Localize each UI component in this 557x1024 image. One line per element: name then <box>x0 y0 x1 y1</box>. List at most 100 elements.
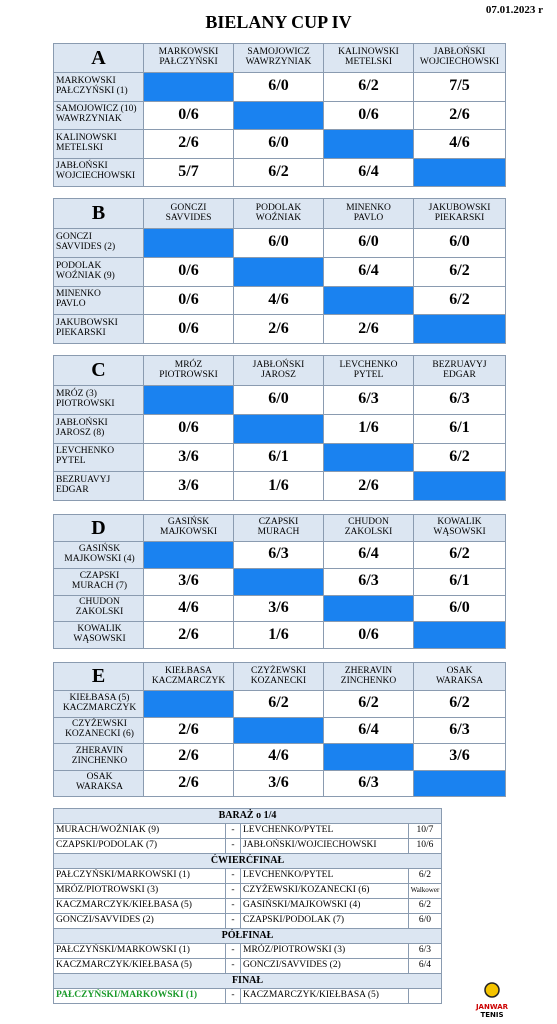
score-cell: 6/3 <box>323 769 414 797</box>
score-cell: 4/6 <box>143 594 234 623</box>
header-line: KOZANECKI <box>250 675 307 686</box>
team-right: GONCZI/SAVVIDES (2) <box>240 958 409 974</box>
score-cell: 0/6 <box>323 621 414 649</box>
score-cell: 6/4 <box>323 157 414 187</box>
header-line: JAROSZ <box>261 369 296 380</box>
score: 2/6 <box>268 319 289 337</box>
row-name: JABŁOŃSKI WOJCIECHOWSKI <box>53 157 144 187</box>
dash-text: - <box>231 840 235 851</box>
score: 6/2 <box>449 262 470 280</box>
header-line: MINENKO <box>346 202 391 213</box>
match-score: 10/7 <box>408 823 442 839</box>
score-cell: 6/2 <box>413 541 506 569</box>
score: 3/6 <box>178 572 199 590</box>
score: 6/4 <box>418 960 432 971</box>
dash: - <box>225 898 241 914</box>
group-letter: A <box>53 43 144 73</box>
score: 0/6 <box>178 105 199 123</box>
dash: - <box>225 958 241 974</box>
score: 6/4 <box>358 162 379 180</box>
self-cell <box>143 690 234 718</box>
header-line: MARKOWSKI <box>158 47 219 58</box>
name-line: MAJKOWSKI (4) <box>64 553 135 564</box>
group-letter: D <box>53 514 144 542</box>
score: 6/4 <box>358 262 379 280</box>
score: 3/6 <box>178 476 199 494</box>
name-line: KACZMARCZYK <box>62 702 137 713</box>
score-cell: 0/6 <box>143 413 234 444</box>
name-line: SAMOJOWICZ (10) <box>56 104 137 115</box>
self-cell <box>323 594 414 623</box>
team: PAŁCZYŃSKI/MARKOWSKI (1) <box>56 870 190 881</box>
dash-text: - <box>231 825 235 836</box>
team: LEVCHENKO/PYTEL <box>243 825 334 836</box>
self-cell <box>143 541 234 569</box>
row-name: ZHERAVIN ZINCHENKO <box>53 743 144 771</box>
team: CZAPSKI/PODOLAK (7) <box>56 840 158 851</box>
match-score: 6/2 <box>408 898 442 914</box>
name-line: PODOLAK <box>56 260 102 271</box>
score: 0/6 <box>358 105 379 123</box>
score-cell: 6/0 <box>233 228 324 258</box>
team-left: PAŁCZYŃSKI/MARKOWSKI (1) <box>53 868 226 884</box>
score: 6/0 <box>268 134 289 152</box>
self-cell <box>233 567 324 596</box>
score: 6/2 <box>418 870 432 881</box>
header-line: WAWRZYNIAK <box>245 57 312 67</box>
round-heading: BARAŻ o 1/4 <box>53 808 442 824</box>
team-right: JABŁOŃSKI/WOJCIECHOWSKI <box>240 838 409 854</box>
header-line: EDGAR <box>443 369 476 380</box>
dash: - <box>225 868 241 884</box>
score-cell: 2/6 <box>143 621 234 649</box>
letter-text: D <box>91 516 106 539</box>
column-header: CHUDON ZAKOLSKI <box>323 514 414 542</box>
score-cell: 6/0 <box>233 385 324 415</box>
score: 6/1 <box>268 447 289 465</box>
score-cell: 6/4 <box>323 541 414 569</box>
score-cell: 6/3 <box>323 567 414 596</box>
row-name: PODOLAK WOŹNIAK (9) <box>53 256 144 287</box>
score: Walkower <box>410 886 440 895</box>
score-cell: 5/7 <box>143 157 234 187</box>
score-cell: 6/3 <box>233 541 324 569</box>
logo-bottom: TENIS <box>480 1011 504 1019</box>
team-left: PAŁCZYŃSKI/MARKOWSKI (1) <box>53 943 226 959</box>
score: 6/3 <box>358 572 379 590</box>
team-left: KACZMARCZYK/KIEŁBASA (5) <box>53 958 226 974</box>
score-cell: 4/6 <box>413 129 506 159</box>
column-header: LEVCHENKO PYTEL <box>323 355 414 386</box>
column-header: MARKOWSKI PAŁCZYŃSKI <box>143 43 234 73</box>
name-line: PIEKARSKI <box>56 328 106 339</box>
header-line: WOJCIECHOWSKI <box>419 57 500 67</box>
column-header: MINENKO PAVLO <box>323 198 414 229</box>
score-cell: 6/2 <box>323 690 414 718</box>
row-name: JABŁOŃSKI JAROSZ (8) <box>53 413 144 444</box>
header-line: PAVLO <box>353 212 384 223</box>
team: PAŁCZYŃSKI/MARKOWSKI (1) <box>56 990 198 1001</box>
score-cell: 6/1 <box>413 413 506 444</box>
team: KACZMARCZYK/KIEŁBASA (5) <box>56 900 192 911</box>
row-name: BEZRUAVYJ EDGAR <box>53 471 144 501</box>
letter-text: C <box>91 359 106 381</box>
score: 2/6 <box>449 105 470 123</box>
dash: - <box>225 883 241 899</box>
logo-ball <box>484 982 500 998</box>
row-name: CHUDON ZAKOLSKI <box>53 594 144 623</box>
letter-text: E <box>91 665 106 687</box>
team-left: MRÓZ/PIOTROWSKI (3) <box>53 883 226 899</box>
header-line: KOWALIK <box>437 517 482 528</box>
score-cell: 6/2 <box>323 72 414 102</box>
dash-text: - <box>231 945 235 956</box>
score-cell: 6/4 <box>323 716 414 744</box>
score: 0/6 <box>178 262 199 280</box>
score: 6/0 <box>449 233 470 251</box>
score-cell: 6/0 <box>233 72 324 102</box>
score: 2/6 <box>178 773 199 791</box>
name-line: PYTEL <box>56 456 86 467</box>
team: KACZMARCZYK/KIEŁBASA (5) <box>56 960 192 971</box>
score: 6/2 <box>449 694 470 712</box>
score: 6/0 <box>418 915 432 926</box>
self-cell <box>413 157 506 187</box>
row-name: MRÓZ (3) PIOTROWSKI <box>53 385 144 415</box>
